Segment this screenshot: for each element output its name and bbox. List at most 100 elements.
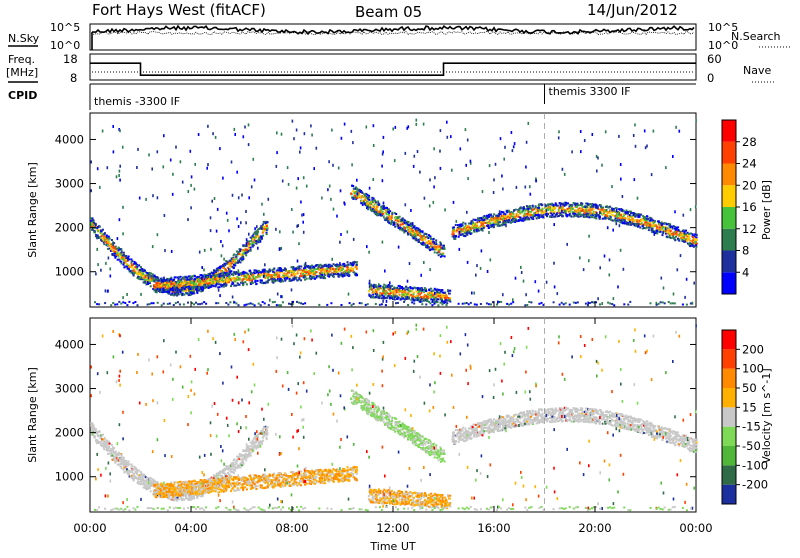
power-cell xyxy=(427,296,429,298)
power-cell xyxy=(291,208,293,211)
power-cell xyxy=(372,200,374,203)
power-cell xyxy=(196,288,198,290)
power-cell xyxy=(242,258,244,260)
power-cell xyxy=(611,185,613,188)
power-cell xyxy=(171,250,173,253)
power-cell xyxy=(644,129,646,132)
power-cell xyxy=(521,271,523,274)
power-cell xyxy=(382,179,384,182)
power-cell xyxy=(166,284,168,286)
power-cell xyxy=(353,262,355,264)
power-cell xyxy=(674,239,676,241)
power-cell xyxy=(489,164,491,167)
power-cell xyxy=(518,219,520,222)
power-cell xyxy=(442,253,444,255)
power-cell xyxy=(609,273,611,276)
power-cell xyxy=(393,292,395,294)
power-cell xyxy=(275,279,277,281)
power-cell xyxy=(243,135,245,138)
power-cell xyxy=(253,158,255,161)
power-cell xyxy=(195,281,197,283)
power-cell xyxy=(545,214,547,216)
power-cell xyxy=(182,277,184,279)
power-cell xyxy=(95,272,97,275)
power-cell xyxy=(242,275,244,277)
power-cell xyxy=(246,283,248,285)
power-cell xyxy=(279,248,281,251)
power-cell xyxy=(235,285,237,287)
power-cell xyxy=(299,151,301,154)
power-cell xyxy=(248,196,250,199)
power-cell xyxy=(328,276,330,278)
power-cell xyxy=(429,204,431,207)
power-cell xyxy=(238,269,240,272)
power-cell xyxy=(513,219,515,221)
power-cell xyxy=(107,244,109,246)
power-cell xyxy=(644,218,646,220)
power-cell xyxy=(453,226,455,228)
power-cell xyxy=(288,183,290,186)
power-cell xyxy=(509,217,511,219)
power-cell xyxy=(586,216,588,218)
power-cell xyxy=(389,290,391,292)
power-cell xyxy=(432,238,434,240)
power-cell xyxy=(343,263,345,265)
power-cell xyxy=(423,261,425,264)
power-cell xyxy=(181,285,183,287)
power-cell xyxy=(604,255,606,258)
power-cell xyxy=(377,213,379,215)
power-cell xyxy=(245,210,247,213)
power-cell xyxy=(688,243,690,246)
power-cell xyxy=(112,125,114,128)
power-cell xyxy=(433,201,435,204)
power-cell xyxy=(252,238,254,240)
power-cell xyxy=(373,197,375,199)
power-cell xyxy=(385,294,387,296)
power-cell xyxy=(119,170,121,173)
power-cell xyxy=(247,273,249,275)
power-cell xyxy=(218,289,220,292)
power-cell xyxy=(214,281,216,283)
power-cell xyxy=(376,206,378,208)
power-cell xyxy=(108,236,110,238)
power-cell xyxy=(596,155,598,158)
power-cell xyxy=(246,279,248,281)
power-cell xyxy=(311,134,313,137)
power-cell xyxy=(588,216,590,218)
power-cell xyxy=(321,197,323,200)
power-cell xyxy=(463,230,465,232)
power-cell xyxy=(241,194,243,197)
power-cell xyxy=(275,276,277,278)
power-cell xyxy=(99,226,101,228)
power-cell xyxy=(511,131,513,134)
power-cell xyxy=(672,228,674,230)
power-cell xyxy=(296,187,298,190)
power-cell xyxy=(348,293,350,296)
power-cell xyxy=(155,279,157,281)
power-cell xyxy=(180,276,182,278)
power-cell xyxy=(529,185,531,188)
power-cell xyxy=(500,213,502,215)
power-cell xyxy=(254,232,256,234)
power-cell xyxy=(394,298,396,300)
power-cell xyxy=(107,166,109,169)
power-cell xyxy=(261,227,263,230)
date-title: 14/Jun/2012 xyxy=(587,1,678,19)
power-cell xyxy=(366,245,368,248)
power-cell xyxy=(434,176,436,179)
power-cell xyxy=(435,241,437,243)
power-cell xyxy=(561,210,563,213)
power-cell xyxy=(670,230,672,232)
power-cell xyxy=(184,282,186,284)
power-cell xyxy=(421,298,423,300)
power-cell xyxy=(142,273,144,275)
power-cell xyxy=(524,218,526,220)
power-cell xyxy=(217,208,219,211)
power-cell xyxy=(512,149,514,152)
power-cell xyxy=(113,150,115,153)
power-cell xyxy=(576,206,578,208)
power-cell xyxy=(282,180,284,183)
power-cell xyxy=(190,150,192,153)
power-cell xyxy=(250,273,252,275)
power-cell xyxy=(433,296,435,298)
